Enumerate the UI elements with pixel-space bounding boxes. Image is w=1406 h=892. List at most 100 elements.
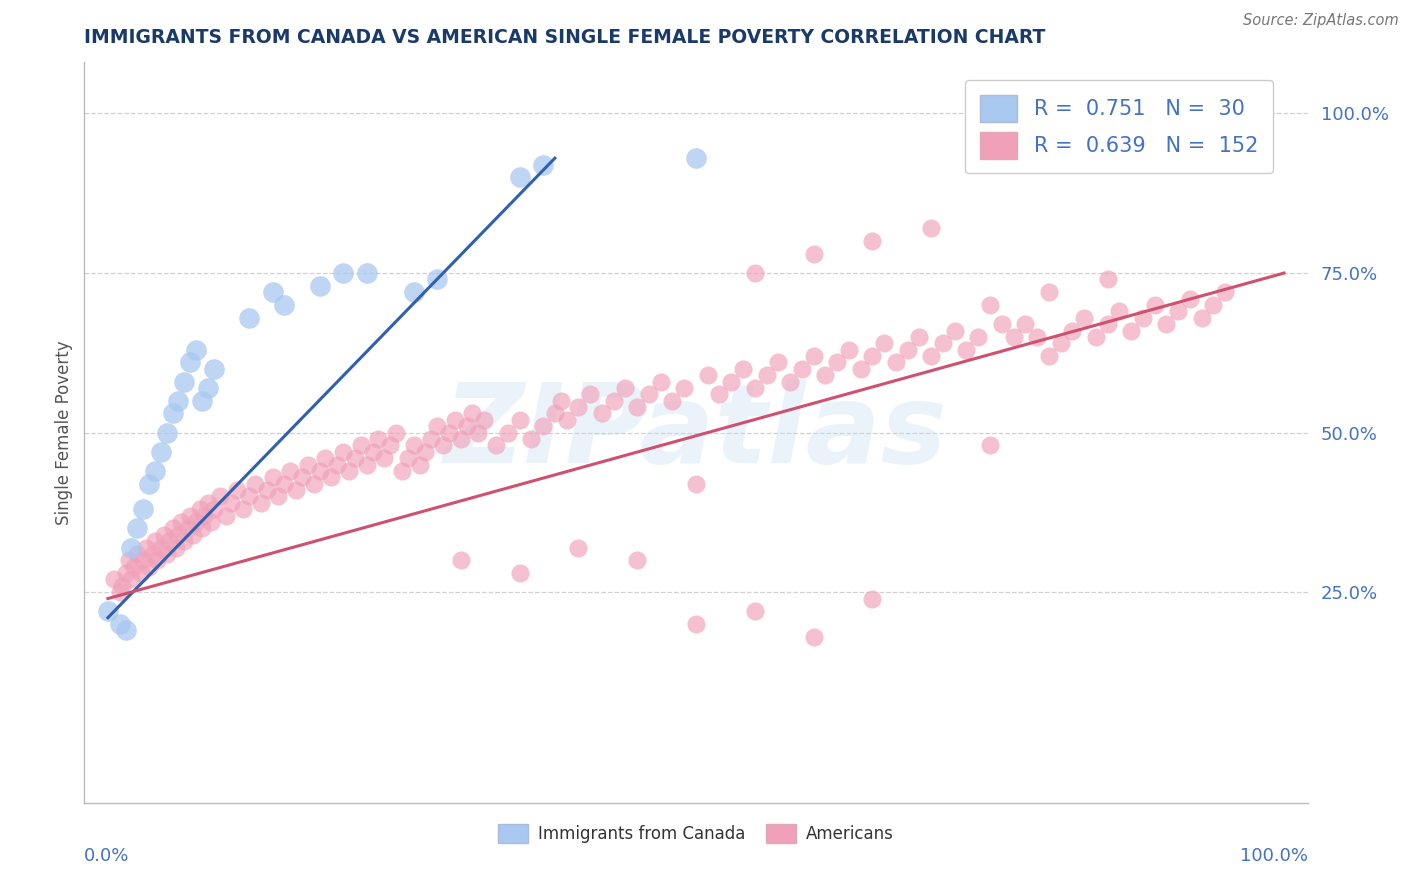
Point (1178, 292, 1201, 306)
Point (142, 547, 165, 561)
Text: IMMIGRANTS FROM CANADA VS AMERICAN SINGLE FEMALE POVERTY CORRELATION CHART: IMMIGRANTS FROM CANADA VS AMERICAN SINGL… (84, 28, 1046, 47)
Point (297, 458, 319, 472)
Point (579, 387, 602, 401)
Point (337, 464, 360, 478)
Point (146, 553, 169, 567)
Point (450, 553, 472, 567)
Point (396, 451, 419, 466)
Point (873, 336, 896, 351)
Point (356, 266, 378, 280)
Point (849, 361, 872, 376)
Point (496, 425, 519, 440)
Point (167, 393, 190, 408)
Point (120, 541, 142, 555)
Point (555, 413, 578, 427)
Point (156, 547, 179, 561)
Point (720, 375, 742, 389)
Point (467, 425, 489, 440)
Point (193, 508, 215, 523)
Point (432, 438, 454, 452)
Point (153, 527, 176, 541)
Point (437, 425, 460, 440)
Point (343, 451, 366, 466)
Point (614, 381, 637, 395)
Point (380, 438, 402, 452)
Point (184, 515, 207, 529)
Point (103, 573, 125, 587)
Point (273, 476, 295, 491)
Point (461, 407, 484, 421)
Point (550, 393, 572, 408)
Y-axis label: Single Female Poverty: Single Female Poverty (55, 341, 73, 524)
Point (129, 566, 152, 580)
Point (685, 151, 707, 165)
Point (1167, 304, 1189, 318)
Point (149, 541, 172, 555)
Point (744, 266, 766, 280)
Point (179, 355, 201, 369)
Point (626, 553, 648, 567)
Point (162, 407, 184, 421)
Point (531, 157, 554, 171)
Point (108, 617, 131, 632)
Point (122, 559, 145, 574)
Point (803, 349, 825, 363)
Point (709, 387, 731, 401)
Point (825, 355, 848, 369)
Point (779, 375, 801, 389)
Point (979, 298, 1001, 312)
Point (356, 458, 378, 472)
Point (544, 407, 567, 421)
Point (509, 413, 531, 427)
Point (920, 221, 942, 235)
Point (803, 247, 825, 261)
Point (685, 476, 707, 491)
Point (202, 502, 225, 516)
Point (661, 393, 683, 408)
Point (249, 496, 271, 510)
Point (262, 285, 284, 300)
Point (1062, 324, 1084, 338)
Point (157, 534, 180, 549)
Point (602, 393, 624, 408)
Point (332, 266, 354, 280)
Point (1108, 304, 1130, 318)
Point (444, 413, 467, 427)
Point (350, 438, 373, 452)
Point (567, 400, 589, 414)
Point (696, 368, 718, 383)
Point (118, 553, 141, 567)
Point (967, 330, 990, 344)
Point (143, 534, 166, 549)
Point (943, 324, 966, 338)
Point (120, 573, 142, 587)
Point (173, 534, 195, 549)
Point (531, 419, 554, 434)
Point (191, 393, 214, 408)
Point (415, 444, 437, 458)
Point (838, 343, 860, 357)
Legend: Immigrants from Canada, Americans: Immigrants from Canada, Americans (492, 817, 900, 850)
Point (1097, 317, 1119, 331)
Point (361, 444, 384, 458)
Point (97, 604, 120, 618)
Point (426, 272, 449, 286)
Point (135, 541, 157, 555)
Point (420, 432, 443, 446)
Text: Source: ZipAtlas.com: Source: ZipAtlas.com (1243, 13, 1399, 29)
Point (626, 400, 648, 414)
Point (1156, 317, 1178, 331)
Point (456, 419, 478, 434)
Point (326, 458, 349, 472)
Point (114, 624, 136, 638)
Text: 0.0%: 0.0% (84, 847, 129, 865)
Point (509, 170, 531, 185)
Point (408, 458, 430, 472)
Point (932, 336, 955, 351)
Point (755, 368, 778, 383)
Point (321, 470, 343, 484)
Point (860, 234, 883, 248)
Point (991, 317, 1014, 331)
Text: ZIPatlas: ZIPatlas (444, 379, 948, 486)
Point (1014, 317, 1036, 331)
